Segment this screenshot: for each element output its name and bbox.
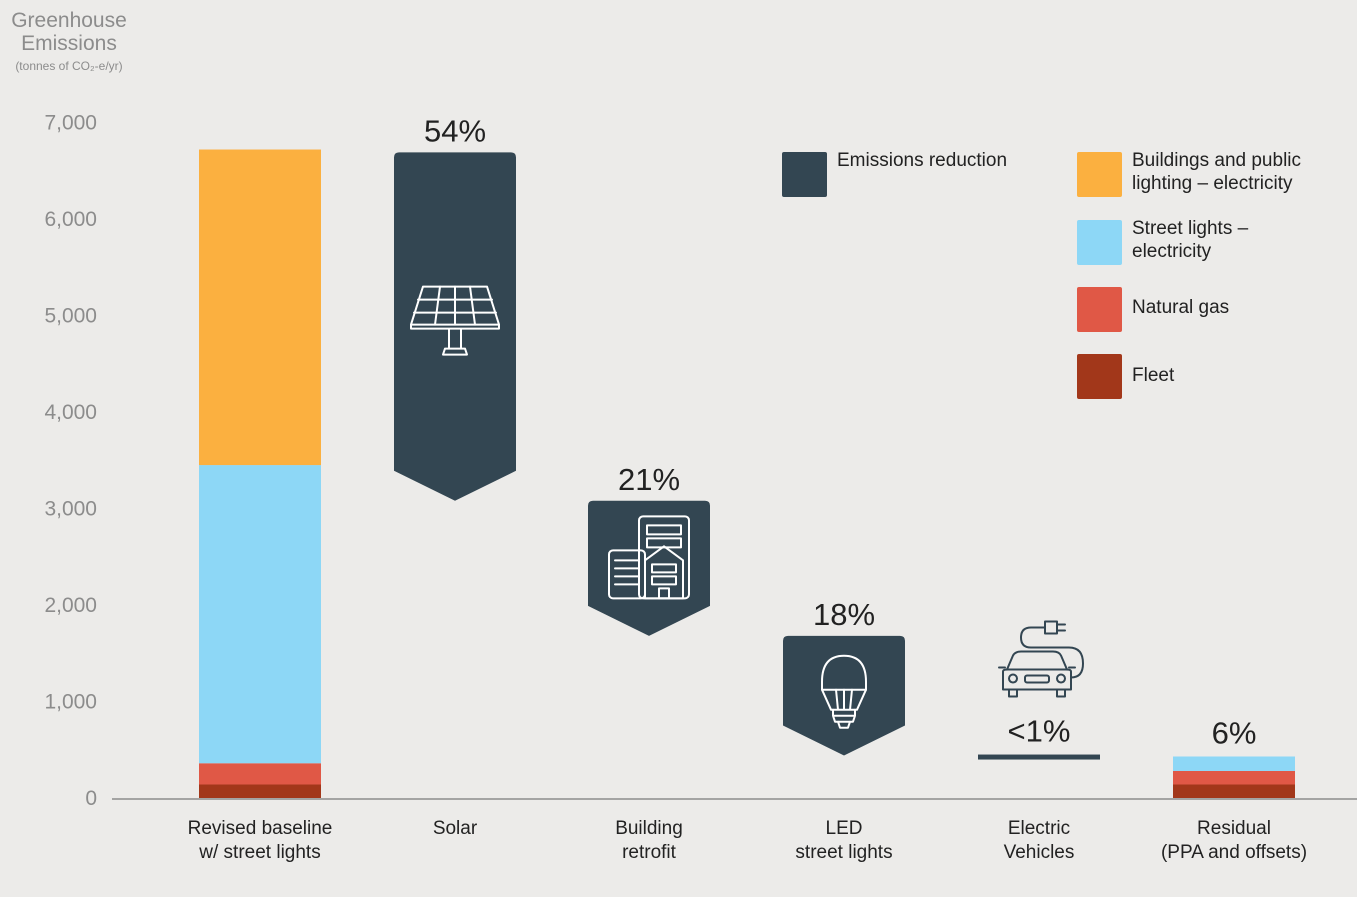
reduction-bar-ev bbox=[978, 754, 1100, 760]
reduction-label: <1% bbox=[1008, 714, 1071, 749]
y-tick-label: 7,000 bbox=[44, 112, 97, 135]
legend-label-line: Street lights – bbox=[1132, 218, 1249, 239]
baseline-bar-gas bbox=[199, 763, 321, 785]
y-tick-label: 2,000 bbox=[44, 594, 97, 617]
legend-swatch-reduction bbox=[782, 152, 827, 197]
x-category-label: LED bbox=[826, 818, 863, 839]
reduction-label: 18% bbox=[813, 597, 875, 632]
x-category-label: Vehicles bbox=[1004, 842, 1075, 863]
y-axis-title: Greenhouse Emissions (tonnes of CO₂-e/yr… bbox=[8, 9, 130, 73]
y-tick-label: 3,000 bbox=[44, 498, 97, 521]
y-tick-label: 0 bbox=[85, 787, 97, 810]
x-category-label: Solar bbox=[433, 818, 478, 839]
solar-panel-icon bbox=[410, 285, 500, 356]
y-axis-title-units: (tonnes of CO₂-e/yr) bbox=[15, 59, 123, 73]
y-tick-label: 4,000 bbox=[44, 401, 97, 424]
legend-label-fleet: Fleet bbox=[1132, 364, 1174, 387]
baseline-bar-streetlights bbox=[199, 465, 321, 764]
y-axis-title-line2: Emissions bbox=[21, 32, 117, 55]
x-category-label: Revised baseline bbox=[188, 818, 333, 839]
baseline-bar-fleet bbox=[199, 784, 321, 798]
baseline-bar-buildings bbox=[199, 149, 321, 466]
lightbulb-icon bbox=[821, 654, 867, 729]
x-category-label: w/ street lights bbox=[198, 842, 320, 863]
x-category-label: Electric bbox=[1008, 818, 1070, 839]
legend-swatch-streetlights bbox=[1077, 220, 1122, 265]
legend-label-gas: Natural gas bbox=[1132, 296, 1229, 319]
x-category-label: Building bbox=[615, 818, 683, 839]
residual-label: 6% bbox=[1212, 716, 1257, 751]
x-category-label: street lights bbox=[795, 842, 892, 863]
legend-label-reduction: Emissions reduction bbox=[837, 149, 1007, 172]
legend-swatch-fleet bbox=[1077, 354, 1122, 399]
legend-label-line: lighting – electricity bbox=[1132, 173, 1293, 194]
legend-label-line: Emissions reduction bbox=[837, 150, 1008, 171]
reduction-chevron bbox=[394, 152, 516, 501]
residual-bar-fleet bbox=[1173, 784, 1295, 798]
reduction-chevron bbox=[588, 500, 710, 636]
legend-label-line: Buildings and public bbox=[1132, 150, 1302, 171]
residual-bar-gas bbox=[1173, 770, 1295, 785]
legend-label-line: Fleet bbox=[1132, 365, 1175, 386]
legend-label-line: electricity bbox=[1132, 241, 1212, 262]
y-tick-label: 1,000 bbox=[44, 691, 97, 714]
residual-bar-streetlights bbox=[1173, 756, 1295, 771]
legend-label-line: Natural gas bbox=[1132, 297, 1230, 318]
y-tick-label: 6,000 bbox=[44, 208, 97, 231]
x-category-label: Residual bbox=[1197, 818, 1271, 839]
y-axis-title-line1: Greenhouse bbox=[11, 9, 127, 32]
legend-swatch-gas bbox=[1077, 287, 1122, 332]
x-category-label: retrofit bbox=[622, 842, 677, 863]
electric-car-icon bbox=[998, 620, 1084, 698]
x-category-label: (PPA and offsets) bbox=[1161, 842, 1307, 863]
reduction-label: 21% bbox=[618, 462, 680, 497]
building-icon bbox=[608, 515, 690, 600]
reduction-label: 54% bbox=[424, 113, 486, 148]
legend-swatch-buildings bbox=[1077, 152, 1122, 197]
y-tick-label: 5,000 bbox=[44, 305, 97, 328]
legend-label-buildings: Buildings and public lighting – electrici… bbox=[1132, 149, 1301, 195]
legend-label-streetlights: Street lights – electricity bbox=[1132, 217, 1248, 263]
